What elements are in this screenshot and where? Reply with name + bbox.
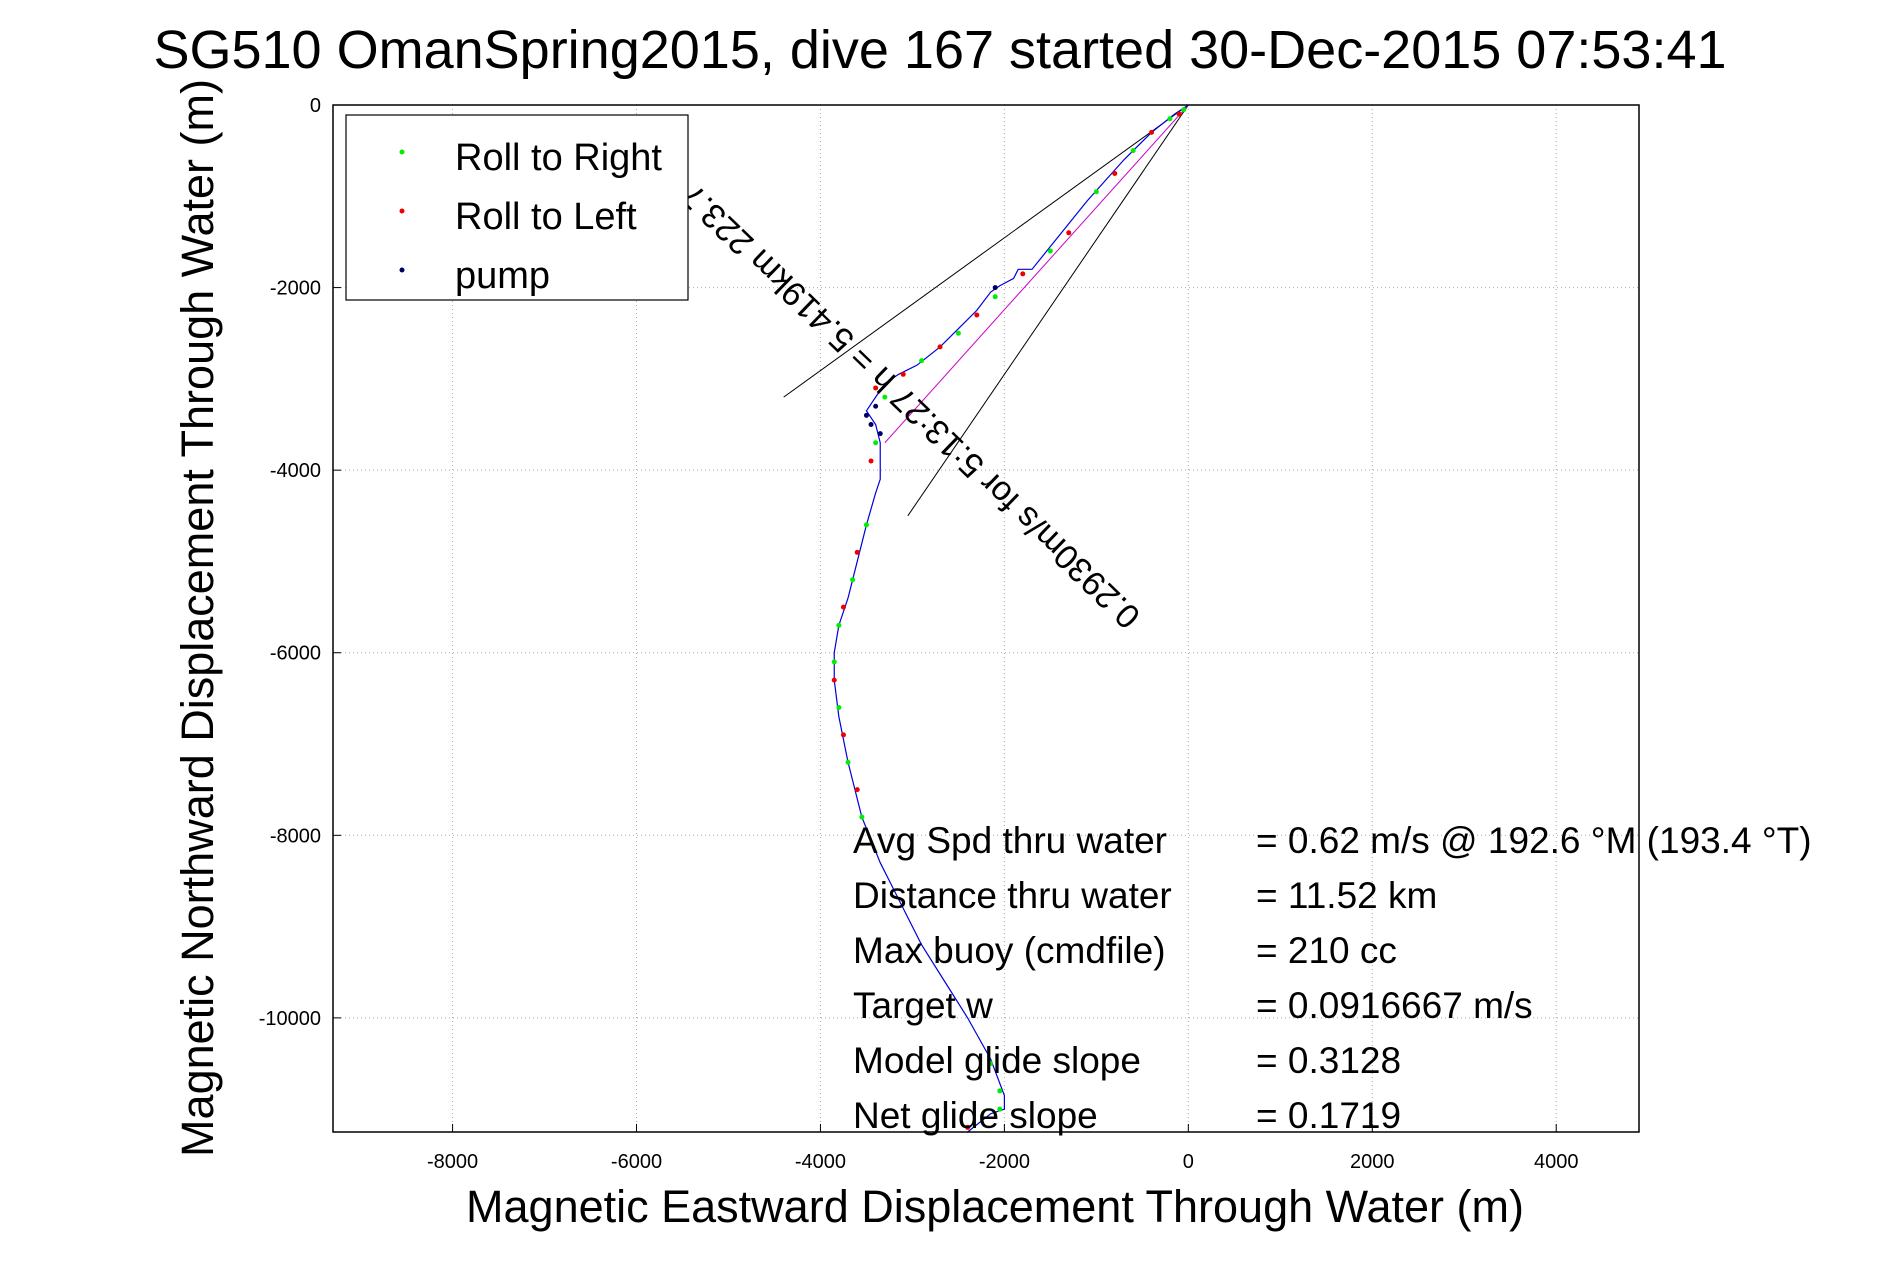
series-1-point: [974, 312, 980, 318]
y-tick-label: -10000: [259, 1008, 321, 1030]
series-0-point: [1130, 148, 1136, 154]
series-2-point: [992, 285, 998, 291]
series-2-point: [868, 422, 874, 428]
series-0-point: [873, 440, 879, 446]
series-2-point: [877, 431, 883, 437]
y-tick-labels: 0 -2000 -4000 -6000 -8000 -10000: [259, 95, 321, 1030]
x-tick-labels: -8000 -6000 -4000 -2000 0 2000 4000: [427, 1151, 1578, 1173]
series-1-point: [840, 732, 846, 738]
x-tick-label: 2000: [1350, 1151, 1395, 1173]
series-0-point: [845, 759, 851, 765]
stat-value-model-glide-slope: = 0.3128: [1256, 1040, 1401, 1081]
series-0-point: [988, 1061, 994, 1067]
series-0-point: [997, 1088, 1003, 1094]
plot-border: [332, 104, 1640, 1133]
stat-label-net-glide-slope: Net glide slope: [853, 1095, 1098, 1136]
legend-marker-roll-left: [399, 208, 405, 214]
x-tick-label: -2000: [979, 1151, 1030, 1173]
series-0-point: [831, 659, 837, 665]
stat-value-distance: = 11.52 km: [1256, 875, 1437, 916]
series-1-point: [873, 385, 879, 391]
series-0-point: [997, 1106, 1003, 1112]
series-1-point: [937, 344, 943, 350]
y-tick-label: -4000: [270, 460, 321, 482]
series-0-point: [1093, 189, 1099, 195]
y-tick-label: 0: [310, 95, 321, 117]
series-1-point: [1149, 129, 1155, 135]
track-line: [833, 104, 1189, 1133]
series-0-point: [882, 394, 888, 400]
legend-label-roll-left: Roll to Left: [455, 196, 637, 238]
chart-title: SG510 OmanSpring2015, dive 167 started 3…: [153, 20, 1726, 80]
series-2-point: [863, 412, 869, 418]
stat-label-model-glide-slope: Model glide slope: [853, 1040, 1141, 1081]
series-1-point: [1066, 230, 1072, 236]
legend-label-pump: pump: [455, 255, 550, 297]
series-layer: [783, 104, 1189, 1133]
y-tick-label: -2000: [270, 278, 321, 300]
y-axis-label: Magnetic Northward Displacement Through …: [172, 79, 223, 1157]
series-1-point: [840, 604, 846, 610]
stat-value-net-glide-slope: = 0.1719: [1256, 1095, 1401, 1136]
series-0-point: [863, 522, 869, 528]
x-tick-label: 0: [1183, 1151, 1194, 1173]
x-tick-label: -8000: [427, 1151, 478, 1173]
series-0-point: [850, 577, 856, 583]
stat-label-max-buoy: Max buoy (cmdfile): [853, 930, 1166, 971]
legend-marker-pump: [399, 267, 405, 273]
y-tick-label: -8000: [270, 825, 321, 847]
x-tick-label: 4000: [1534, 1151, 1579, 1173]
x-tick-label: -4000: [795, 1151, 846, 1173]
series-0-point: [1181, 107, 1187, 113]
wedge-line-1: [907, 104, 1189, 517]
series-0-point: [1047, 248, 1053, 254]
series-0-point: [1167, 116, 1173, 122]
stat-label-target-w: Target w: [853, 985, 993, 1026]
stat-label-distance: Distance thru water: [853, 875, 1172, 916]
series-0-point: [836, 705, 842, 711]
legend-label-roll-right: Roll to Right: [455, 137, 662, 179]
series-0-point: [992, 294, 998, 300]
stat-label-avg-speed: Avg Spd thru water: [853, 820, 1167, 861]
series-0-point: [859, 814, 865, 820]
series-1-point: [831, 677, 837, 683]
series-1-point: [1020, 271, 1026, 277]
legend-marker-roll-right: [399, 149, 405, 155]
series-1-point: [1176, 111, 1182, 117]
series-0-point: [919, 358, 925, 364]
series-0-point: [955, 330, 961, 336]
legend-box: [345, 114, 689, 301]
series-2-point: [873, 403, 879, 409]
series-0-point: [836, 622, 842, 628]
stat-value-avg-speed: = 0.62 m/s @ 192.6 °M (193.4 °T): [1256, 820, 1812, 861]
stats-block: Avg Spd thru water = 0.62 m/s @ 192.6 °M…: [853, 820, 1812, 1136]
x-tick-label: -6000: [611, 1151, 662, 1173]
reference-line: [884, 104, 1189, 444]
series-1-point: [1112, 170, 1118, 176]
wedge-line-0: [783, 104, 1189, 398]
series-1-point: [900, 371, 906, 377]
series-1-point: [854, 549, 860, 555]
legend: Roll to Right Roll to Left pump: [345, 114, 689, 301]
stat-value-max-buoy: = 210 cc: [1256, 930, 1397, 971]
series-1-point: [965, 1124, 971, 1130]
series-1-point: [854, 787, 860, 793]
y-tick-label: -6000: [270, 643, 321, 665]
stat-value-target-w: = 0.0916667 m/s: [1256, 985, 1533, 1026]
x-axis-label: Magnetic Eastward Displacement Through W…: [466, 1181, 1524, 1232]
series-1-point: [868, 458, 874, 464]
